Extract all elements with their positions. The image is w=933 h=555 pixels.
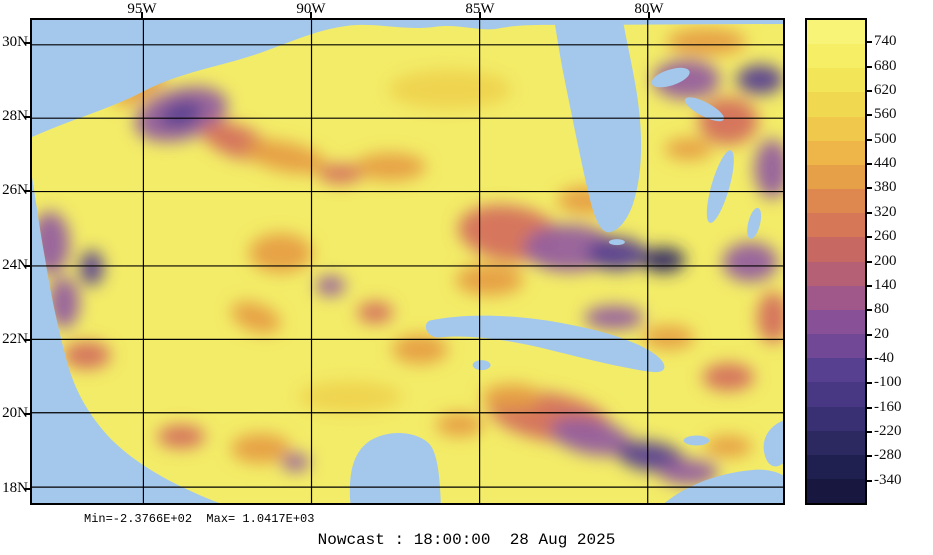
lat-label-20n: 20N bbox=[2, 405, 28, 421]
colorbar-tick bbox=[867, 382, 872, 385]
axis-tick bbox=[24, 265, 30, 267]
axis-tick bbox=[141, 12, 143, 18]
colorbar-segment bbox=[807, 68, 865, 93]
hispaniola-land bbox=[763, 420, 783, 467]
colorbar bbox=[805, 18, 867, 505]
colorbar-label: -280 bbox=[874, 447, 902, 464]
colorbar-label: 500 bbox=[874, 130, 897, 147]
lon-label-95w: 95W bbox=[127, 1, 157, 17]
colorbar-tick bbox=[867, 406, 872, 409]
colorbar-label: 140 bbox=[874, 276, 897, 293]
axis-tick bbox=[24, 339, 30, 341]
axis-tick bbox=[24, 42, 30, 44]
florida-land bbox=[554, 20, 642, 233]
colorbar-label: 740 bbox=[874, 33, 897, 50]
colorbar-tick bbox=[867, 187, 872, 190]
map-area bbox=[30, 18, 785, 505]
yucatan-land bbox=[349, 433, 441, 503]
axis-tick bbox=[310, 12, 312, 18]
lat-label-22n: 22N bbox=[2, 331, 28, 347]
jamaica-land bbox=[683, 435, 710, 446]
colorbar-segment bbox=[807, 334, 865, 359]
colorbar-label: -340 bbox=[874, 471, 902, 488]
colorbar-tick bbox=[867, 455, 872, 458]
colorbar-label: 560 bbox=[874, 106, 897, 123]
colorbar-label: -220 bbox=[874, 422, 902, 439]
colorbar-label: -40 bbox=[874, 349, 894, 366]
colorbar-label: 260 bbox=[874, 228, 897, 245]
colorbar-segment bbox=[807, 309, 865, 335]
colorbar-label: 200 bbox=[874, 252, 897, 269]
isle-of-youth-land bbox=[472, 360, 491, 371]
axis-tick bbox=[24, 488, 30, 490]
lat-label-28n: 28N bbox=[2, 108, 28, 124]
colorbar-label: 620 bbox=[874, 82, 897, 99]
colorbar-tick bbox=[867, 41, 872, 44]
colorbar-tick bbox=[867, 163, 872, 166]
colorbar-label: 80 bbox=[874, 301, 889, 318]
colorbar-segment bbox=[807, 358, 865, 383]
axis-tick bbox=[24, 116, 30, 118]
colorbar-tick bbox=[867, 430, 872, 433]
colorbar-label: -160 bbox=[874, 398, 902, 415]
colorbar-tick bbox=[867, 236, 872, 239]
colorbar-segment bbox=[807, 478, 865, 504]
colorbar-tick bbox=[867, 284, 872, 287]
colorbar-label: 20 bbox=[874, 325, 889, 342]
colorbar-label: 680 bbox=[874, 57, 897, 74]
lat-label-26n: 26N bbox=[2, 182, 28, 198]
colorbar-label: 380 bbox=[874, 179, 897, 196]
colorbar-segment bbox=[807, 285, 865, 310]
bahamas-land bbox=[651, 67, 762, 239]
colorbar-tick bbox=[867, 479, 872, 482]
colorbar-segment bbox=[807, 92, 865, 117]
colorbar-segment bbox=[807, 406, 865, 431]
minmax-text: Min=-2.3766E+02 Max= 1.0417E+03 bbox=[84, 512, 315, 526]
lat-label-18n: 18N bbox=[2, 480, 28, 496]
colorbar-tick bbox=[867, 90, 872, 93]
colorbar-label: 320 bbox=[874, 203, 897, 220]
colorbar-segment bbox=[807, 261, 865, 286]
colorbar-tick bbox=[867, 309, 872, 312]
colorbar-tick bbox=[867, 138, 872, 141]
colorbar-tick bbox=[867, 357, 872, 360]
axis-tick bbox=[24, 190, 30, 192]
colorbar-label: 440 bbox=[874, 155, 897, 172]
colorbar-segment bbox=[807, 382, 865, 407]
colorbar-segment bbox=[807, 189, 865, 214]
axis-tick bbox=[479, 12, 481, 18]
lat-label-30n: 30N bbox=[2, 34, 28, 50]
axis-tick bbox=[24, 413, 30, 415]
colorbar-tick bbox=[867, 65, 872, 68]
colorbar-label: -100 bbox=[874, 374, 902, 391]
cuba-land bbox=[425, 315, 665, 373]
colorbar-segment bbox=[807, 454, 865, 479]
grid-lines bbox=[32, 20, 783, 503]
lat-label-24n: 24N bbox=[2, 257, 28, 273]
colorbar-segment bbox=[807, 430, 865, 455]
colorbar-segment bbox=[807, 164, 865, 190]
lon-label-90w: 90W bbox=[296, 1, 326, 17]
colorbar-segment bbox=[807, 140, 865, 165]
lon-label-85w: 85W bbox=[465, 1, 495, 17]
colorbar-tick bbox=[867, 114, 872, 117]
colorbar-segment bbox=[807, 20, 865, 45]
colorbar-segment bbox=[807, 213, 865, 238]
colorbar-segment bbox=[807, 44, 865, 69]
central-america-land bbox=[664, 469, 783, 503]
caribbean-land bbox=[664, 420, 783, 503]
colorbar-tick bbox=[867, 333, 872, 336]
plot-caption: Nowcast : 18:00:00 28 Aug 2025 bbox=[317, 531, 616, 549]
colorbar-tick bbox=[867, 260, 872, 263]
florida-keys-icon bbox=[608, 239, 625, 246]
axis-tick bbox=[648, 12, 650, 18]
land-overlays bbox=[349, 20, 783, 503]
colorbar-segment bbox=[807, 237, 865, 262]
lon-label-80w: 80W bbox=[634, 1, 664, 17]
colorbar-segment bbox=[807, 116, 865, 141]
colorbar-tick bbox=[867, 211, 872, 214]
gulf-of-mexico-map bbox=[32, 20, 783, 503]
